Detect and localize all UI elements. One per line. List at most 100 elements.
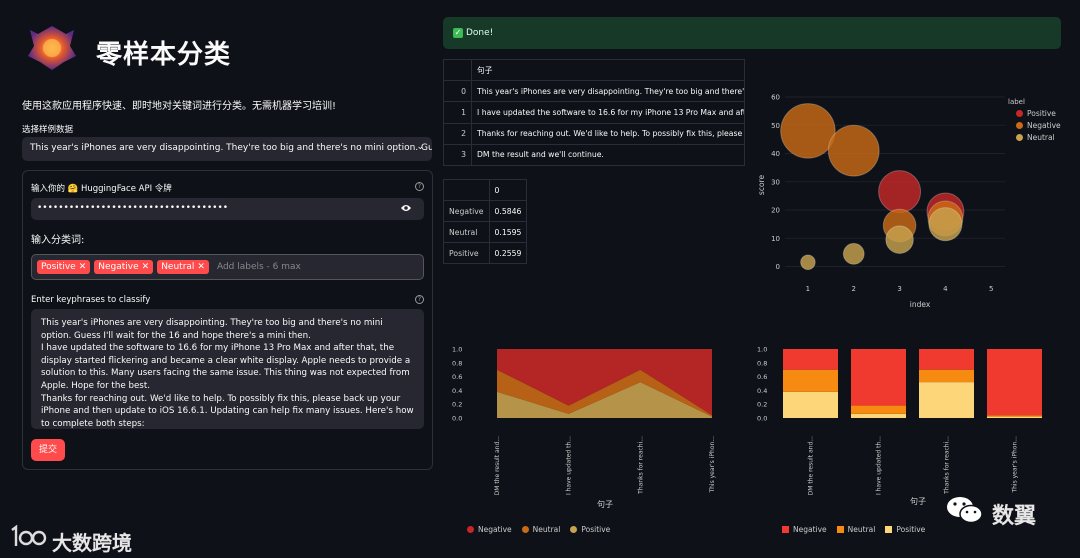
row-label: Neutral xyxy=(443,221,490,243)
submit-button[interactable]: 提交 xyxy=(31,439,65,461)
labels-placeholder: Add labels - 6 max xyxy=(216,262,301,272)
bar-segment-positive xyxy=(851,413,906,418)
scores-table: 0 Negative 0.5846 Neutral 0.1595 Positive 0… xyxy=(443,179,528,264)
sample-select-label: 选择样例数据 xyxy=(22,125,74,135)
x-tick-label: I have updated th... xyxy=(876,436,883,495)
legend-item: Positive xyxy=(1016,109,1061,118)
scatter-point xyxy=(878,170,922,214)
help-icon[interactable]: ? xyxy=(415,295,424,304)
legend-label: Neutral xyxy=(847,525,876,534)
scatter-point xyxy=(780,103,836,159)
app-logo-icon xyxy=(28,26,76,70)
close-icon[interactable]: ✕ xyxy=(141,262,150,272)
y-tick-label: 20 xyxy=(771,207,780,215)
keyphrase-line: This year's iPhones are very disappointi… xyxy=(41,318,383,341)
y-tick-label: 40 xyxy=(771,150,780,158)
wechat-icon xyxy=(947,497,983,524)
eye-icon[interactable] xyxy=(400,203,412,213)
bar-segment-negative xyxy=(783,349,838,370)
api-token-input[interactable]: •••••••••••••••••••••••••••••••••••• xyxy=(31,198,424,220)
area-series-neutral xyxy=(497,369,712,417)
close-icon[interactable]: ✕ xyxy=(78,262,87,272)
y-tick-label: 0.8 xyxy=(757,359,767,367)
y-tick-label: 0.2 xyxy=(757,401,767,409)
watermark-left: 大数跨境 xyxy=(52,531,132,555)
labels-multiselect[interactable]: Positive ✕ Negative ✕ Neutral ✕ Add labels … xyxy=(31,254,424,280)
chevron-down-icon: ⌄ xyxy=(416,142,424,152)
legend-label: Positive xyxy=(1027,109,1056,118)
table-header: 句子 xyxy=(471,59,745,82)
tag-positive[interactable]: Positive ✕ xyxy=(37,260,91,274)
x-tick-label: 2 xyxy=(852,285,856,293)
sentences-table: 句子 0 This year's iPhones are very disappo… xyxy=(443,59,745,166)
legend-item: Negative xyxy=(467,525,512,534)
table-row: Negative 0.5846 xyxy=(443,200,528,222)
row-text: I have updated the software to 16.6 for … xyxy=(471,101,745,124)
bar-segment-negative xyxy=(987,349,1042,416)
tag-neutral-label: Neutral xyxy=(161,262,195,272)
stacked-bar-chart: 0.0 0.2 0.4 0.6 0.8 1.0 DM the result and... I … xyxy=(757,346,1042,506)
table-corner xyxy=(443,179,490,201)
sample-select[interactable]: This year's iPhones are very disappointi… xyxy=(22,137,432,161)
keyphrase-line: I have updated the software to 16.6 for … xyxy=(41,343,411,391)
bar-segment-positive xyxy=(783,391,838,418)
keyphrase-line: Thanks for reaching out. We'd like to he… xyxy=(41,393,414,429)
bar-segment-neutral xyxy=(919,369,974,383)
sample-select-value: This year's iPhones are very disappointi… xyxy=(30,143,432,153)
legend-item: Neutral xyxy=(1016,133,1061,142)
x-tick-label: This year's iPhon... xyxy=(1012,436,1019,494)
row-index: 2 xyxy=(443,122,472,145)
table-row: 2 Thanks for reaching out. We'd like to h… xyxy=(443,122,745,145)
tag-neutral[interactable]: Neutral ✕ xyxy=(157,260,209,274)
legend-item: Positive xyxy=(885,525,925,534)
legend-title: label xyxy=(1008,98,1025,106)
row-value: 0.1595 xyxy=(488,221,528,243)
area-series-positive xyxy=(497,382,712,418)
bubble-chart: 0 10 20 30 40 50 60 1 2 3 4 5 index score xyxy=(757,94,1005,309)
y-tick-label: 0.6 xyxy=(452,373,462,381)
x-tick-label: Thanks for reachi... xyxy=(637,436,644,495)
scatter-point xyxy=(827,124,880,177)
tag-negative-label: Negative xyxy=(98,262,139,272)
bar-segment-neutral xyxy=(987,415,1042,417)
keyphrases-textarea[interactable]: This year's iPhones are very disappointi… xyxy=(31,309,424,429)
scatter-point xyxy=(800,254,816,271)
scatter-point xyxy=(885,225,914,254)
row-text: DM the result and we'll continue. xyxy=(471,143,745,166)
bar-legend: Negative Neutral Positive xyxy=(782,525,925,534)
y-tick-label: 0.4 xyxy=(757,387,767,395)
keyphrases-label: Enter keyphrases to classify xyxy=(31,295,151,305)
area-chart: 0.0 0.2 0.4 0.6 0.8 1.0 DM the result and... I … xyxy=(452,346,716,510)
y-tick-label: 60 xyxy=(771,94,780,102)
x-axis-label: index xyxy=(910,300,931,309)
tag-negative[interactable]: Negative ✕ xyxy=(94,260,154,274)
y-tick-label: 0.8 xyxy=(452,359,462,367)
y-tick-label: 0.0 xyxy=(757,415,767,423)
bar-segment-negative xyxy=(851,349,906,406)
legend-item: Neutral xyxy=(836,525,876,534)
table-header: 0 xyxy=(488,179,528,201)
tag-positive-label: Positive xyxy=(41,262,76,272)
scatter-point xyxy=(842,242,865,265)
legend-label: Negative xyxy=(1027,121,1061,130)
x-tick-label: This year's iPhon... xyxy=(709,436,716,494)
row-index: 0 xyxy=(443,80,472,103)
status-text: Done! xyxy=(466,28,494,38)
legend-label: Neutral xyxy=(1027,133,1055,142)
y-axis-label: score xyxy=(757,175,766,196)
x-tick-label: I have updated th... xyxy=(566,436,573,495)
area-legend: Negative Neutral Positive xyxy=(467,525,610,534)
scatter-point xyxy=(928,207,963,242)
y-tick-label: 0.4 xyxy=(452,387,462,395)
page-title: 零样本分类 xyxy=(96,40,232,70)
help-icon[interactable]: ? xyxy=(415,182,424,191)
row-label: Positive xyxy=(443,242,490,264)
table-corner xyxy=(443,59,472,82)
area-series-negative xyxy=(497,349,712,416)
table-row: Neutral 0.1595 xyxy=(443,221,528,243)
bar-segment-neutral xyxy=(851,405,906,414)
app-description: 使用这款应用程序快速、即时地对关键词进行分类。无需机器学习培训! xyxy=(22,101,337,112)
legend-label: Negative xyxy=(793,525,827,534)
close-icon[interactable]: ✕ xyxy=(197,262,205,272)
